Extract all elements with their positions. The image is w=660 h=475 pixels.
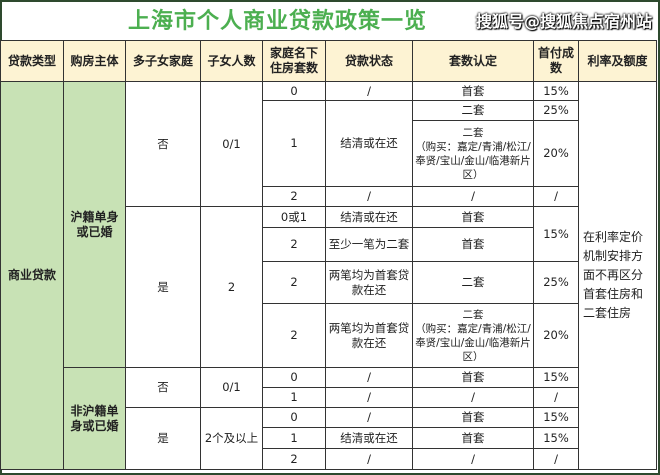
houses-cell: 2 [262, 186, 326, 207]
down-cell: 15% [533, 81, 579, 101]
status-cell: 两笔均为首套贷款在还 [325, 303, 413, 368]
subject-nonlocal: 非沪籍单身或已婚 [63, 367, 126, 470]
houses-cell: 1 [262, 427, 326, 449]
down-cell: 15% [533, 206, 579, 262]
down-cell: / [533, 448, 579, 470]
header-children: 子女人数 [200, 40, 263, 82]
count-cell: / [412, 186, 534, 207]
table-row: 2 / / / [1, 448, 657, 470]
rate-note: 在利率定价机制安排方面不再区分首套住房和二套住房 [578, 81, 657, 470]
count-label: 二套 [462, 126, 484, 139]
down-cell: 15% [533, 367, 579, 388]
houses-cell: 0 [262, 407, 326, 428]
houses-cell: 0 [262, 81, 326, 101]
count-cell: 首套 [412, 427, 534, 449]
count-cell: 首套 [412, 227, 534, 262]
down-cell: 25% [533, 100, 579, 121]
loan-type-cell: 商业贷款 [0, 81, 64, 470]
houses-cell: 1 [262, 387, 326, 408]
down-cell: / [533, 186, 579, 207]
children-cell: 2个及以上 [200, 407, 263, 470]
houses-cell: 2 [262, 448, 326, 470]
header-status: 贷款状态 [325, 40, 413, 82]
houses-cell: 0 [262, 367, 326, 388]
table-row: 非沪籍单身或已婚 否 0/1 0 / 首套 15% [1, 367, 657, 470]
children-cell: 0/1 [200, 367, 263, 408]
subject-local: 沪籍单身或已婚 [63, 81, 126, 368]
houses-cell: 0或1 [262, 206, 326, 228]
status-cell: / [325, 367, 413, 388]
status-cell: 至少一笔为二套 [325, 227, 413, 262]
watermark: 搜狐号@搜狐焦点宿州站 [475, 12, 652, 31]
multi-cell: 否 [125, 81, 201, 207]
down-cell: 15% [533, 427, 579, 449]
table-row: 1 结清或在还 二套 25% [1, 100, 657, 187]
multi-cell: 是 [125, 407, 201, 470]
loan-policy-table: 贷款类型 购房主体 多子女家庭 子女人数 家庭名下住房套数 贷款状态 套数认定 … [0, 40, 657, 470]
down-cell: / [533, 387, 579, 408]
count-note: （购买：嘉定/青浦/松江/奉贤/宝山/金山/临港新片区） [415, 322, 531, 363]
houses-cell: 2 [262, 227, 326, 262]
houses-cell: 2 [262, 261, 326, 304]
status-cell: 结清或在还 [325, 427, 413, 449]
multi-cell: 否 [125, 367, 201, 408]
table-row: 是 2个及以上 0 / 首套 15% [1, 407, 657, 470]
count-note: （购买：嘉定/青浦/松江/奉贤/宝山/金山/临港新片区） [415, 140, 531, 181]
status-cell: / [325, 448, 413, 470]
header-buyer: 购房主体 [63, 40, 126, 82]
table-row: 2 / / / [1, 186, 657, 207]
count-cell: / [412, 448, 534, 470]
count-label: 二套 [462, 308, 484, 321]
table-row: 商业贷款 沪籍单身或已婚 否 0/1 0 / 首套 15% 在利率定价机制安排方… [0, 81, 657, 470]
count-cell: 二套 （购买：嘉定/青浦/松江/奉贤/宝山/金山/临港新片区） [412, 303, 534, 368]
multi-cell: 是 [125, 206, 201, 368]
count-cell: 首套 [412, 367, 534, 388]
table-row: 2 两笔均为首套贷款在还 二套 （购买：嘉定/青浦/松江/奉贤/宝山/金山/临港新… [1, 303, 657, 368]
count-cell: 二套 （购买：嘉定/青浦/松江/奉贤/宝山/金山/临港新片区） [412, 120, 534, 187]
down-cell: 15% [533, 407, 579, 428]
status-cell: 结清或在还 [325, 206, 413, 228]
count-cell: 二套 [412, 100, 534, 121]
status-cell: 结清或在还 [325, 100, 413, 187]
status-cell: / [325, 387, 413, 408]
header-rate: 利率及额度 [578, 40, 657, 82]
down-cell: 20% [533, 303, 579, 368]
count-cell: / [412, 387, 534, 408]
table-row: 2 至少一笔为二套 首套 [1, 227, 657, 262]
children-cell: 2 [200, 206, 263, 368]
table-row: 1 / / / [1, 387, 657, 408]
count-cell: 首套 [412, 81, 534, 101]
count-cell: 首套 [412, 206, 534, 228]
houses-cell: 2 [262, 303, 326, 368]
status-cell: / [325, 81, 413, 101]
table-row: 是 2 0或1 结清或在还 首套 15% [1, 206, 657, 368]
header-down: 首付成数 [533, 40, 579, 82]
count-cell: 二套 [412, 261, 534, 304]
page-title: 上海市个人商业贷款政策一览 [128, 9, 428, 34]
down-cell: 25% [533, 261, 579, 304]
status-cell: 两笔均为首套贷款在还 [325, 261, 413, 304]
header-multi-child: 多子女家庭 [125, 40, 201, 82]
header-row: 贷款类型 购房主体 多子女家庭 子女人数 家庭名下住房套数 贷款状态 套数认定 … [0, 40, 657, 82]
header-count: 套数认定 [412, 40, 534, 82]
children-cell: 0/1 [200, 81, 263, 207]
status-cell: / [325, 407, 413, 428]
header-loan-type: 贷款类型 [0, 40, 64, 82]
header-houses: 家庭名下住房套数 [262, 40, 326, 82]
status-cell: / [325, 186, 413, 207]
down-cell: 20% [533, 120, 579, 187]
houses-cell: 1 [262, 100, 326, 187]
table-row: 二套 （购买：嘉定/青浦/松江/奉贤/宝山/金山/临港新片区） 20% [1, 120, 657, 187]
count-cell: 首套 [412, 407, 534, 428]
